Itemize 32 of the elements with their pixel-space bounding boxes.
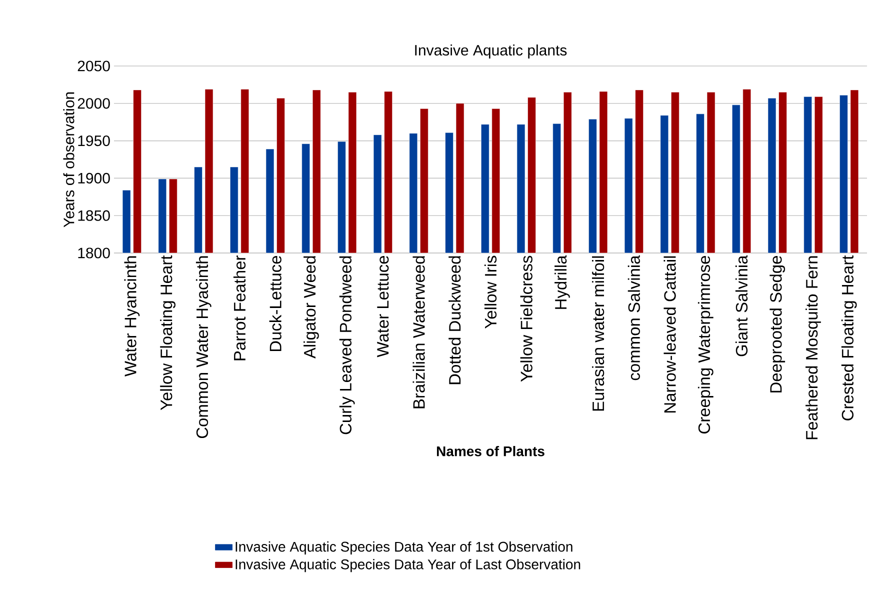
- y-tick-label: 1950: [78, 136, 110, 146]
- y-tick-label: 1900: [78, 172, 110, 184]
- x-tick-label: Feathered Mosquito Fern: [806, 256, 821, 440]
- legend-label: Invasive Aquatic Species Data Year of Last Observation: [236, 559, 580, 572]
- x-tick-label: Yellow Fieldcress: [520, 256, 532, 382]
- x-tick-label: Dotted Duckweed: [448, 256, 461, 384]
- x-tick-label: Yellow Floating Heart: [160, 255, 176, 410]
- x-tick-label: Duck-Lettuce: [269, 256, 282, 352]
- x-tick-label: Braizilian Waterweed: [412, 256, 425, 408]
- y-tick-label: 1850: [78, 210, 110, 221]
- x-axis-title: Names of Plants: [436, 446, 544, 456]
- y-tick-label: 1800: [78, 248, 110, 258]
- x-tick-label: Water Hyancinth: [124, 256, 140, 376]
- y-tick-label: 2050: [78, 60, 110, 72]
- x-tick-label: Deeprooted Sedge: [770, 256, 786, 392]
- x-tick-label: Curly Leaved Pondweed: [339, 256, 355, 434]
- x-tick-label: Eurasian water milfoil: [592, 256, 604, 411]
- x-tick-label: Yellow Iris: [484, 256, 497, 329]
- chart-title: Invasive Aquatic plants: [415, 44, 567, 59]
- x-tick-label: Crested Floating Heart: [841, 255, 857, 420]
- x-tick-label: Aligator Weed: [304, 256, 319, 358]
- x-tick-label: Common Water Hyacinth: [196, 256, 212, 438]
- x-tick-label: Water Lettuce: [377, 256, 389, 358]
- x-tick-label: common Salvinia: [628, 255, 640, 380]
- x-tick-label: Giant Salvinia: [735, 255, 748, 356]
- x-tick-label: Creeping Waterprimrose: [698, 256, 714, 434]
- y-axis-title: Years of observation: [63, 92, 74, 228]
- x-tick-label: Narrow-leaved Cattail: [664, 256, 676, 412]
- legend-label: Invasive Aquatic Species Data Year of 1st Observation: [236, 541, 572, 554]
- x-tick-label: Hydrilla: [554, 255, 570, 309]
- x-tick-label: Parrot Feather: [233, 255, 246, 360]
- y-tick-label: 2000: [78, 98, 110, 109]
